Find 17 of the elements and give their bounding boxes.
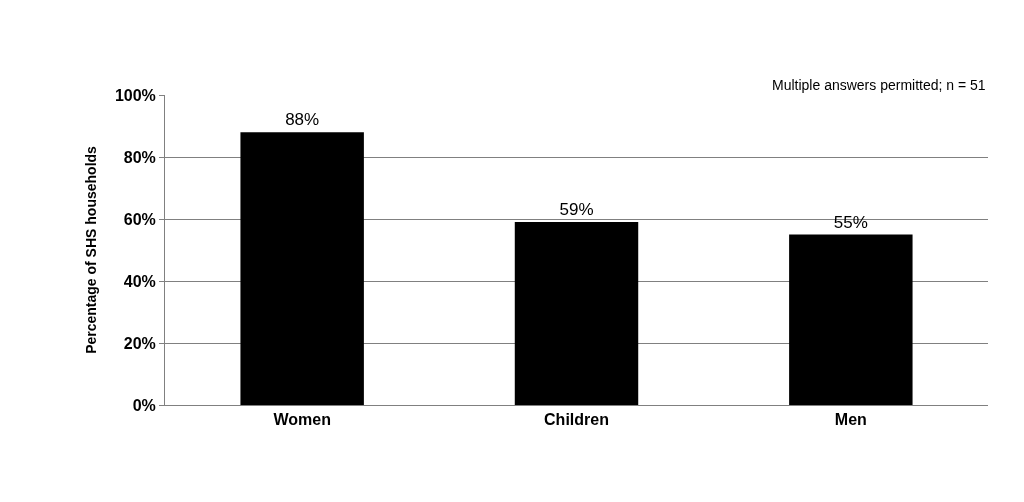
y-tick-label: 40% bbox=[123, 272, 156, 290]
bar bbox=[240, 132, 364, 405]
y-tick-label: 20% bbox=[123, 334, 156, 352]
y-tick-label: 100% bbox=[114, 86, 156, 104]
y-axis-title: Percentage of SHS households bbox=[83, 145, 100, 354]
y-tick-label: 60% bbox=[123, 210, 156, 228]
x-tick-label: Women bbox=[273, 411, 331, 429]
data-label: 88% bbox=[285, 110, 320, 130]
x-tick-label: Children bbox=[544, 411, 609, 429]
data-label: 59% bbox=[559, 200, 594, 220]
y-tick-label: 80% bbox=[123, 148, 156, 166]
y-tick-label: 0% bbox=[132, 396, 156, 414]
x-tick-label: Men bbox=[834, 411, 867, 429]
bar bbox=[514, 222, 639, 405]
data-label: 55% bbox=[833, 212, 868, 232]
text: Multiple answers permitted; n = 51 bbox=[772, 77, 986, 93]
bar bbox=[789, 234, 913, 405]
